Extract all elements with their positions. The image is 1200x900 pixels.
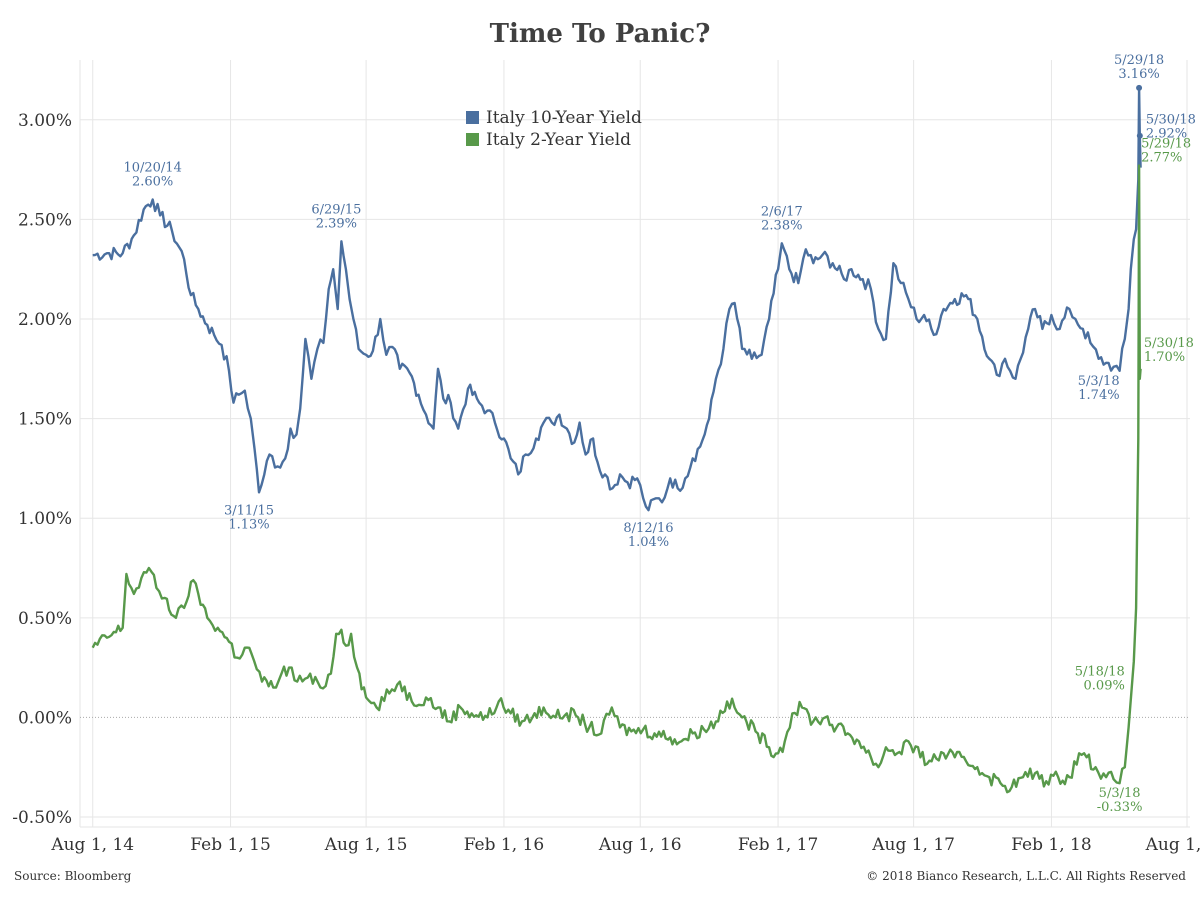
annotation-point xyxy=(1136,84,1143,91)
annotation-date: 6/29/15 xyxy=(311,202,361,217)
grid-lines xyxy=(79,60,1190,828)
legend-label-0: Italy 10-Year Yield xyxy=(486,108,642,128)
annotation-value: 2.92% xyxy=(1146,127,1187,142)
x-tick-label: Feb 1, 17 xyxy=(738,835,818,855)
series-line-0 xyxy=(92,86,1142,512)
annotation-value: 1.04% xyxy=(628,535,669,550)
y-tick-label: 3.00% xyxy=(18,111,72,131)
annotation: 5/29/183.16% xyxy=(1114,53,1164,91)
series-lines xyxy=(91,86,1142,794)
chart-title: Time To Panic? xyxy=(490,19,711,49)
annotation-value: 3.16% xyxy=(1118,67,1159,82)
annotation: 6/29/152.39% xyxy=(311,202,361,231)
annotation-date: 5/3/18 xyxy=(1099,786,1141,801)
annotation-value: 2.77% xyxy=(1141,151,1182,166)
annotation-date: 5/29/18 xyxy=(1141,137,1191,152)
annotation: 10/20/142.60% xyxy=(123,160,181,189)
annotation: 5/30/182.92% xyxy=(1136,113,1196,142)
annotation: 3/11/151.13% xyxy=(224,503,274,532)
annotation-value: 1.13% xyxy=(228,517,269,532)
y-tick-label: 1.50% xyxy=(18,410,72,430)
legend-label-1: Italy 2-Year Yield xyxy=(486,130,631,150)
annotation-date: 5/18/18 xyxy=(1075,664,1125,679)
annotation-value: 2.39% xyxy=(316,216,357,231)
annotation: 2/6/172.38% xyxy=(761,204,803,233)
annotations: 10/20/142.60% 3/11/151.13% 6/29/152.39% 8/1… xyxy=(123,53,1195,815)
source-note: Source: Bloomberg xyxy=(14,869,132,883)
annotation-point xyxy=(1136,132,1143,139)
x-tick-label: Feb 1, 15 xyxy=(190,835,270,855)
y-tick-label: 0.50% xyxy=(18,609,72,629)
annotation: 5/18/180.09% xyxy=(1075,664,1125,693)
legend-swatch-1 xyxy=(466,133,479,146)
x-tick-label: Aug 1, 15 xyxy=(324,835,408,855)
annotation: 5/3/18-0.33% xyxy=(1097,786,1143,815)
x-tick-label: Aug 1, 14 xyxy=(50,835,134,855)
annotation-value: 1.74% xyxy=(1078,388,1119,403)
series-line-1 xyxy=(91,164,1142,794)
annotation-date: 5/29/18 xyxy=(1114,53,1164,68)
x-tick-label: Aug 1, 18 xyxy=(1145,835,1200,855)
copyright-note: © 2018 Bianco Research, L.L.C. All Right… xyxy=(866,869,1186,883)
annotation-value: -0.33% xyxy=(1097,800,1143,815)
annotation: 5/30/181.70% xyxy=(1144,336,1194,365)
x-tick-label: Feb 1, 16 xyxy=(464,835,544,855)
annotation-value: 2.38% xyxy=(761,218,802,233)
annotation: 5/29/182.77% xyxy=(1141,137,1191,166)
y-tick-label: 2.50% xyxy=(18,210,72,230)
annotation-date: 5/30/18 xyxy=(1146,113,1196,128)
annotation-date: 2/6/17 xyxy=(761,204,803,219)
annotation-date: 10/20/14 xyxy=(123,160,181,175)
annotation-date: 5/30/18 xyxy=(1144,336,1194,351)
annotation-date: 8/12/16 xyxy=(623,521,673,536)
y-tick-label: 0.00% xyxy=(18,708,72,728)
y-tick-label: -0.50% xyxy=(12,808,72,828)
x-tick-label: Aug 1, 16 xyxy=(598,835,682,855)
x-tick-label: Feb 1, 18 xyxy=(1011,835,1091,855)
axis-ticks: -0.50% 0.00% 0.50% 1.00% 1.50% 2.00% 2.50% 3.00… xyxy=(12,111,1200,855)
annotation-value: 0.09% xyxy=(1084,678,1125,693)
y-tick-label: 2.00% xyxy=(18,310,72,330)
annotation-date: 5/3/18 xyxy=(1078,374,1120,389)
annotation-value: 1.70% xyxy=(1144,350,1185,365)
annotation: 8/12/161.04% xyxy=(623,521,673,550)
annotation-date: 3/11/15 xyxy=(224,503,274,518)
x-tick-label: Aug 1, 17 xyxy=(871,835,955,855)
annotation-value: 2.60% xyxy=(132,174,173,189)
y-tick-label: 1.00% xyxy=(18,509,72,529)
legend-swatch-0 xyxy=(466,111,479,124)
annotation: 5/3/181.74% xyxy=(1078,374,1120,403)
